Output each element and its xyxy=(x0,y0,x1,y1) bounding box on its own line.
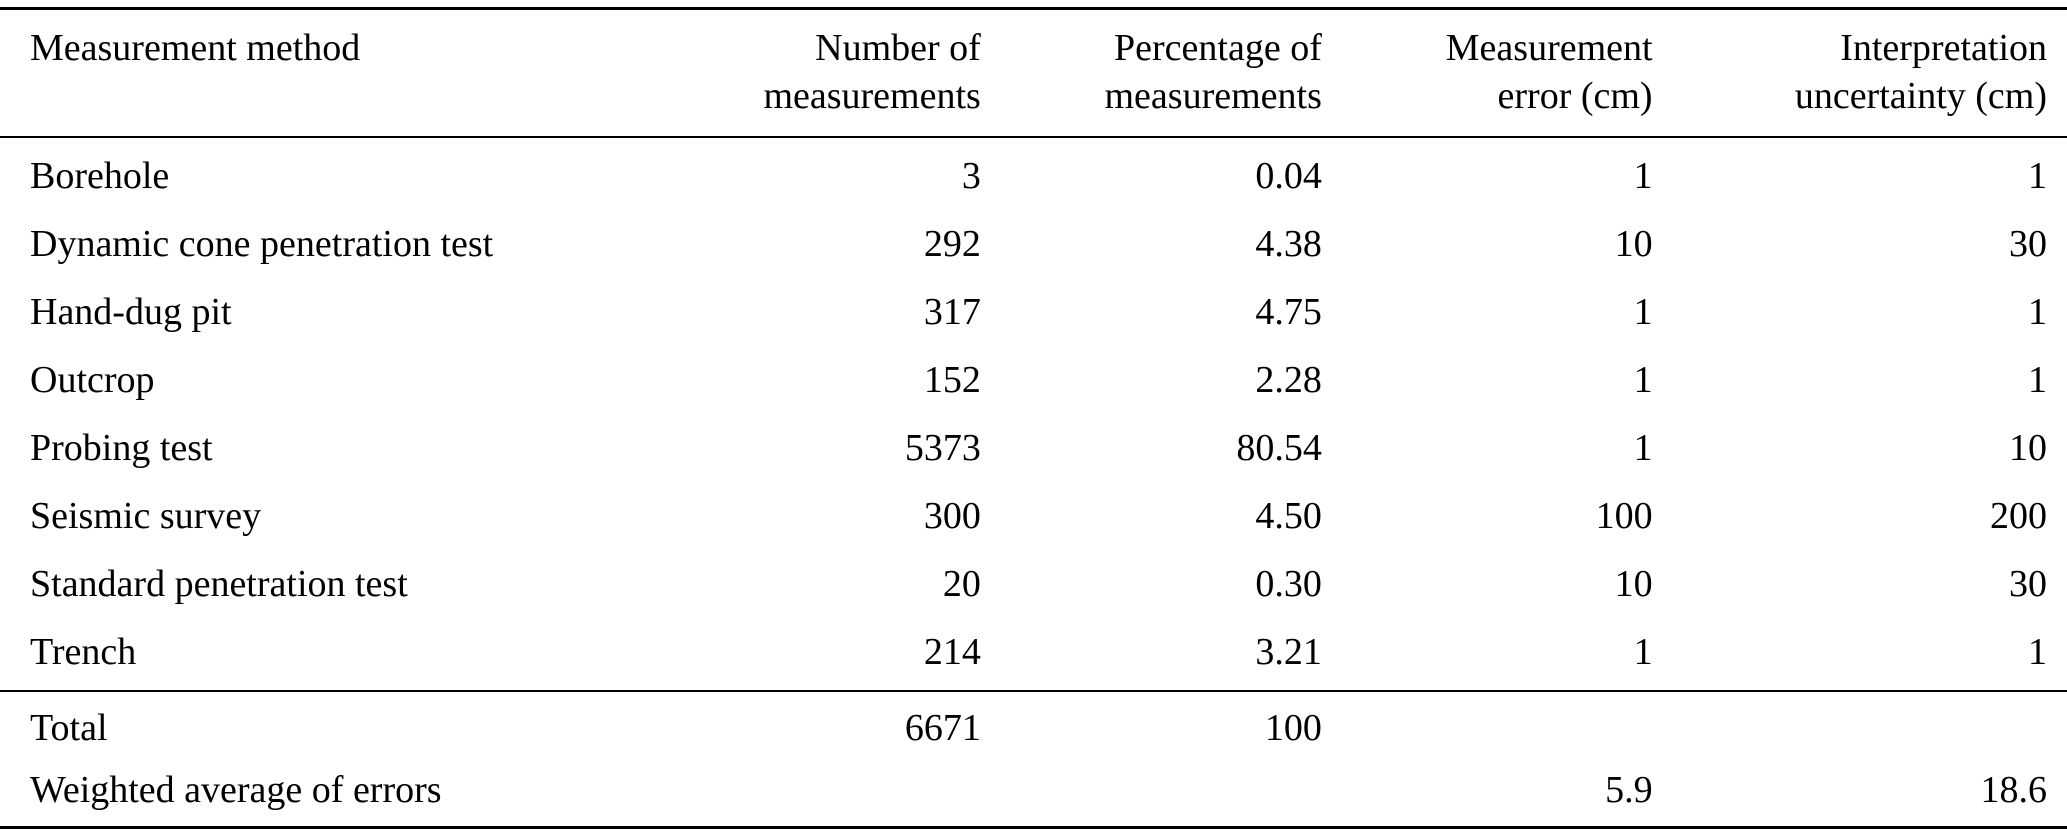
cell-method: Seismic survey xyxy=(30,495,262,537)
header-line: Interpretation xyxy=(1840,27,2047,69)
header-line: Measurement method xyxy=(30,27,361,69)
header-line: measurements xyxy=(1104,75,1322,117)
cell-uncertainty: 30 xyxy=(2009,563,2047,605)
table-row: Dynamic cone penetration test 292 4.38 1… xyxy=(0,210,2067,278)
cell-percentage: 3.21 xyxy=(1255,631,1322,673)
col-header-measurement-error: Measurement error (cm) xyxy=(1322,8,1654,138)
cell-uncertainty: 10 xyxy=(2009,427,2047,469)
cell-method: Probing test xyxy=(30,427,213,469)
cell-error: 100 xyxy=(1595,495,1653,537)
col-header-measurement-method: Measurement method xyxy=(0,8,683,138)
table-row: Seismic survey 300 4.50 100 200 xyxy=(0,482,2067,550)
cell-total-error xyxy=(1322,690,1654,759)
cell-percentage: 80.54 xyxy=(1236,427,1322,469)
table-row: Borehole 3 0.04 1 1 xyxy=(0,137,2067,210)
measurement-methods-table: Measurement method Number of measurement… xyxy=(0,7,2067,829)
cell-weighted-error: 5.9 xyxy=(1605,769,1653,811)
col-header-percentage-of-measurements: Percentage of measurements xyxy=(981,8,1323,138)
cell-method: Trench xyxy=(30,631,137,673)
cell-percentage: 0.30 xyxy=(1255,563,1322,605)
header-line: Percentage of xyxy=(1114,27,1322,69)
cell-percentage: 0.04 xyxy=(1255,155,1322,197)
header-line: error (cm) xyxy=(1497,75,1653,117)
table-row: Standard penetration test 20 0.30 10 30 xyxy=(0,550,2067,618)
cell-total-count: 6671 xyxy=(682,690,982,759)
col-header-number-of-measurements: Number of measurements xyxy=(682,8,982,138)
table-row: Probing test 5373 80.54 1 10 xyxy=(0,414,2067,482)
cell-method: Hand-dug pit xyxy=(30,291,232,333)
cell-percentage: 2.28 xyxy=(1255,359,1322,401)
cell-total-label: Total xyxy=(0,690,683,759)
weighted-average-row: Weighted average of errors 5.9 18.6 xyxy=(0,759,2067,828)
cell-uncertainty: 200 xyxy=(1990,495,2047,537)
cell-count: 20 xyxy=(942,563,981,605)
table-row: Trench 214 3.21 1 1 xyxy=(0,618,2067,691)
header-line: Measurement xyxy=(1445,27,1653,69)
cell-error: 1 xyxy=(1633,359,1653,401)
cell-percentage: 4.75 xyxy=(1255,291,1322,333)
table-header: Measurement method Number of measurement… xyxy=(0,8,2067,138)
cell-weighted-label: Weighted average of errors xyxy=(30,769,442,811)
cell-method: Outcrop xyxy=(30,359,155,401)
cell-count: 152 xyxy=(923,359,981,401)
col-header-interpretation-uncertainty: Interpretation uncertainty (cm) xyxy=(1653,8,2067,138)
cell-weighted-uncertainty: 18.6 xyxy=(1980,769,2048,811)
cell-percentage: 4.50 xyxy=(1255,495,1322,537)
cell-uncertainty: 1 xyxy=(2028,359,2047,401)
cell-error: 10 xyxy=(1614,223,1653,265)
cell-method: Dynamic cone penetration test xyxy=(30,223,494,265)
cell-weighted-percentage xyxy=(982,759,1323,828)
cell-uncertainty: 30 xyxy=(2009,223,2047,265)
cell-count: 5373 xyxy=(904,427,981,469)
cell-method: Standard penetration test xyxy=(30,563,408,605)
cell-uncertainty: 1 xyxy=(2028,631,2047,673)
cell-uncertainty: 1 xyxy=(2028,155,2047,197)
cell-uncertainty: 1 xyxy=(2028,291,2047,333)
cell-count: 317 xyxy=(923,291,981,333)
table-row: Hand-dug pit 317 4.75 1 1 xyxy=(0,278,2067,346)
header-line: Number of xyxy=(815,27,981,69)
cell-total-percentage: 100 xyxy=(981,690,1323,759)
cell-error: 1 xyxy=(1633,291,1653,333)
cell-error: 1 xyxy=(1633,155,1653,197)
cell-error: 1 xyxy=(1633,631,1653,673)
cell-total-uncertainty xyxy=(1653,690,2067,759)
cell-error: 10 xyxy=(1614,563,1653,605)
table-body: Borehole 3 0.04 1 1 Dynamic cone penetra… xyxy=(0,137,2067,691)
header-line: measurements xyxy=(763,75,981,117)
cell-count: 300 xyxy=(923,495,981,537)
cell-count: 292 xyxy=(923,223,981,265)
cell-weighted-count xyxy=(682,759,982,828)
cell-error: 1 xyxy=(1633,427,1653,469)
cell-percentage: 4.38 xyxy=(1255,223,1322,265)
cell-count: 214 xyxy=(923,631,981,673)
total-row: Total 6671 100 xyxy=(0,690,2067,759)
cell-count: 3 xyxy=(961,155,981,197)
header-line: uncertainty (cm) xyxy=(1794,75,2047,117)
table-row: Outcrop 152 2.28 1 1 xyxy=(0,346,2067,414)
cell-method: Borehole xyxy=(30,155,170,197)
table-footer: Total 6671 100 Weighted average of error… xyxy=(0,690,2067,828)
header-row: Measurement method Number of measurement… xyxy=(0,8,2067,138)
